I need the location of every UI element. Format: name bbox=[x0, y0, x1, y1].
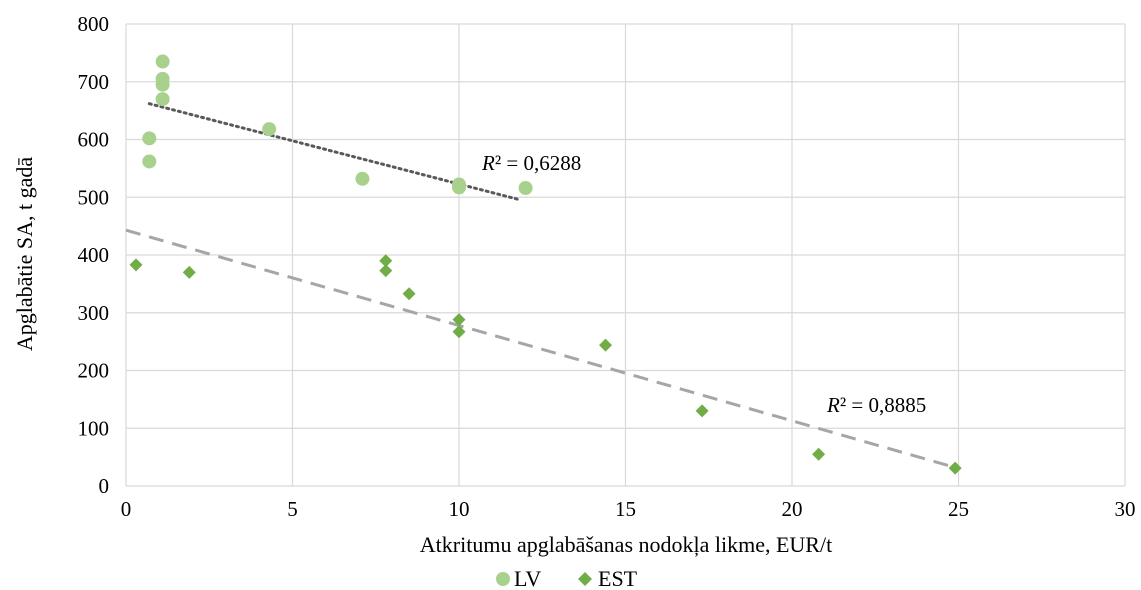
x-tick-label: 30 bbox=[1115, 497, 1136, 521]
data-point-est bbox=[129, 258, 143, 272]
data-point-lv bbox=[262, 122, 277, 137]
x-tick-label: 10 bbox=[449, 497, 470, 521]
r2-label-lv-symbol: R bbox=[481, 151, 495, 175]
data-point-est bbox=[948, 461, 962, 475]
data-point-est bbox=[182, 265, 196, 279]
r2-label-est: R² = 0,8885 bbox=[826, 393, 926, 417]
x-tick-label: 20 bbox=[782, 497, 803, 521]
y-tick-label: 800 bbox=[78, 12, 110, 36]
x-axis-ticks: 0 5 10 15 20 25 30 bbox=[121, 497, 1136, 521]
legend-label-lv: LV bbox=[514, 566, 541, 590]
y-tick-label: 500 bbox=[78, 185, 110, 209]
data-points bbox=[129, 54, 962, 475]
data-point-lv bbox=[155, 92, 170, 107]
data-point-lv bbox=[142, 154, 157, 169]
y-tick-label: 400 bbox=[78, 243, 110, 267]
data-point-est bbox=[452, 325, 466, 339]
legend-marker-est bbox=[578, 572, 592, 586]
legend-marker-lv bbox=[496, 572, 510, 586]
x-tick-label: 0 bbox=[121, 497, 132, 521]
r2-label-lv: R² = 0,6288 bbox=[481, 151, 581, 175]
data-point-est bbox=[379, 254, 393, 268]
data-point-lv bbox=[155, 77, 170, 92]
y-axis-title: Apglabātie SA, t gadā bbox=[12, 157, 37, 352]
data-point-est bbox=[695, 404, 709, 418]
x-tick-label: 25 bbox=[948, 497, 969, 521]
x-tick-label: 5 bbox=[287, 497, 298, 521]
y-tick-label: 700 bbox=[78, 70, 110, 94]
x-axis-title: Atkritumu apglabāšanas nodokļa likme, EU… bbox=[420, 532, 832, 557]
y-tick-label: 300 bbox=[78, 301, 110, 325]
data-point-est bbox=[599, 338, 613, 352]
data-point-lv bbox=[142, 131, 157, 146]
data-point-lv bbox=[155, 54, 170, 69]
data-point-lv bbox=[518, 181, 533, 196]
r2-label-lv-value: ² = 0,6288 bbox=[495, 151, 581, 175]
data-point-lv bbox=[355, 171, 370, 186]
legend-label-est: EST bbox=[598, 566, 638, 590]
y-axis-ticks: 0 100 200 300 400 500 600 700 800 bbox=[78, 12, 110, 498]
gridlines bbox=[125, 23, 1126, 487]
data-point-est bbox=[812, 447, 826, 461]
x-tick-label: 15 bbox=[615, 497, 636, 521]
y-tick-label: 100 bbox=[78, 416, 110, 440]
r2-label-est-symbol: R bbox=[826, 393, 840, 417]
r2-label-est-value: ² = 0,8885 bbox=[840, 393, 926, 417]
data-point-est bbox=[452, 313, 466, 327]
trendline-est bbox=[125, 228, 956, 469]
y-tick-label: 600 bbox=[78, 128, 110, 152]
data-point-lv bbox=[452, 180, 466, 195]
data-point-est bbox=[402, 287, 416, 301]
y-tick-label: 200 bbox=[78, 359, 110, 383]
data-point-est bbox=[379, 264, 393, 278]
legend: LV EST bbox=[496, 566, 638, 590]
y-tick-label: 0 bbox=[99, 474, 110, 498]
